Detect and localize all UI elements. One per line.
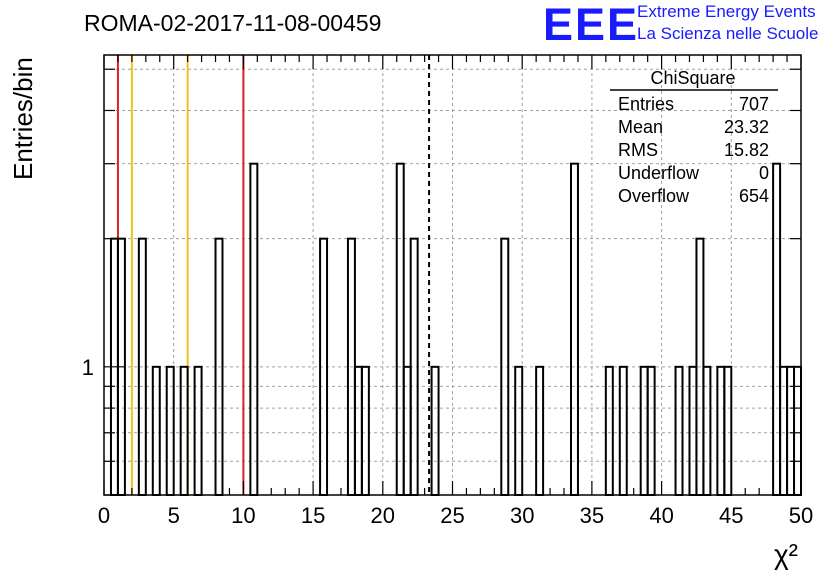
- x-tick-label: 10: [231, 503, 255, 528]
- stats-row-value: 23.32: [724, 117, 769, 137]
- histogram-bar: [569, 162, 579, 496]
- x-tick-label: 15: [301, 503, 325, 528]
- stats-row-label: Underflow: [618, 163, 700, 183]
- stats-row-value: 0: [759, 163, 769, 183]
- x-tick-label: 25: [440, 503, 464, 528]
- y-tick-label: 1: [82, 355, 94, 380]
- stats-row-label: Entries: [618, 94, 674, 114]
- stats-row-label: Mean: [618, 117, 663, 137]
- x-axis-label: χ²: [774, 539, 798, 570]
- eee-logo: EEE: [543, 0, 640, 50]
- histogram-bar: [395, 162, 405, 496]
- x-tick-label: 5: [168, 503, 180, 528]
- histogram-bar: [772, 162, 782, 496]
- stats-row-label: Overflow: [618, 186, 690, 206]
- logo-subtitle-line1: Extreme Energy Events: [637, 2, 816, 21]
- stats-box: ChiSquare Entries 707 Mean 23.32 RMS 15.82 Unde…: [610, 68, 778, 206]
- x-tick-label: 45: [719, 503, 743, 528]
- stats-row-value: 15.82: [724, 140, 769, 160]
- x-tick-label: 35: [580, 503, 604, 528]
- stats-row-label: RMS: [618, 140, 658, 160]
- x-tick-label: 50: [789, 503, 813, 528]
- stats-title: ChiSquare: [650, 68, 735, 88]
- x-tick-label: 0: [98, 503, 110, 528]
- tick-marks: [103, 55, 802, 496]
- chart-title: ROMA-02-2017-11-08-00459: [84, 10, 382, 36]
- stats-row-value: 654: [739, 186, 769, 206]
- stats-row-value: 707: [739, 94, 769, 114]
- histogram-bar: [249, 162, 259, 496]
- histogram-bars: [109, 162, 803, 496]
- x-tick-label: 30: [510, 503, 534, 528]
- logo-subtitle-line2: La Scienza nelle Scuole: [637, 24, 819, 43]
- x-tick-label: 20: [371, 503, 395, 528]
- tick-labels: 0 5 10 15 20 25 30 35 40 45 50 1: [82, 355, 813, 528]
- x-tick-label: 40: [649, 503, 673, 528]
